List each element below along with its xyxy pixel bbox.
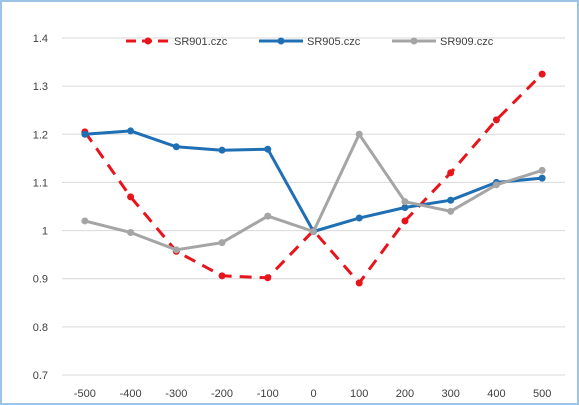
- data-point-SR905.czc: [355, 214, 363, 222]
- y-tick-label: 1.3: [33, 81, 48, 93]
- data-point-SR909.czc: [310, 228, 317, 236]
- data-point-SR905.czc: [264, 145, 272, 153]
- data-point-SR901.czc: [127, 193, 135, 201]
- legend-marker: [144, 37, 152, 45]
- series-group: [81, 70, 546, 287]
- data-point-SR909.czc: [81, 217, 89, 225]
- x-axis-ticks: -500 -400 -300 -200 -100 0 100 200 300 400 500: [74, 388, 551, 400]
- data-point-SR909.czc: [538, 166, 546, 174]
- x-tick-label: -100: [257, 388, 279, 400]
- gridlines: [62, 37, 565, 376]
- x-tick-label: 500: [533, 388, 551, 400]
- legend-marker: [277, 37, 285, 45]
- y-tick-label: 0.7: [33, 370, 48, 382]
- data-point-SR901.czc: [218, 272, 226, 280]
- x-tick-label: -500: [74, 388, 96, 400]
- y-tick-label: 1.1: [33, 177, 48, 189]
- data-point-SR909.czc: [401, 198, 409, 206]
- data-point-SR905.czc: [81, 130, 89, 138]
- data-point-SR901.czc: [355, 279, 363, 287]
- x-tick-label: -400: [120, 388, 142, 400]
- data-point-SR901.czc: [492, 116, 500, 124]
- data-point-SR909.czc: [355, 130, 363, 138]
- x-tick-label: 200: [396, 388, 414, 400]
- data-point-SR901.czc: [401, 217, 409, 225]
- data-point-SR905.czc: [218, 146, 226, 154]
- series-line-SR901.czc: [83, 73, 544, 285]
- x-tick-label: -200: [211, 388, 233, 400]
- data-point-SR901.czc: [538, 70, 546, 78]
- data-point-SR905.czc: [447, 196, 455, 204]
- y-tick-label: 1.4: [33, 33, 48, 45]
- data-point-SR905.czc: [127, 127, 135, 135]
- data-point-SR905.czc: [538, 174, 546, 182]
- y-tick-label: 1.2: [33, 129, 48, 141]
- data-point-SR905.czc: [172, 143, 180, 151]
- x-tick-label: 100: [350, 388, 368, 400]
- data-point-SR909.czc: [127, 228, 135, 236]
- legend-marker: [410, 37, 418, 45]
- data-point-SR901.czc: [264, 274, 272, 282]
- y-tick-label: 1: [42, 226, 48, 238]
- data-point-SR909.czc: [264, 212, 272, 220]
- x-tick-label: -300: [165, 388, 187, 400]
- legend-label: SR905.czc: [307, 36, 361, 48]
- y-axis-ticks: 0.7 0.8 0.9 1 1.1 1.2 1.3 1.4: [33, 33, 48, 382]
- data-point-SR909.czc: [218, 239, 226, 247]
- y-tick-label: 0.8: [33, 322, 48, 334]
- data-point-SR909.czc: [447, 207, 455, 215]
- data-point-SR909.czc: [492, 181, 500, 189]
- x-tick-label: 400: [487, 388, 505, 400]
- data-point-SR901.czc: [447, 169, 455, 177]
- y-tick-label: 0.9: [33, 274, 48, 286]
- x-tick-label: 300: [442, 388, 460, 400]
- data-point-SR905.czc: [401, 203, 409, 211]
- legend: SR901.czc SR905.czc SR909.czc: [126, 36, 494, 48]
- x-tick-label: 0: [310, 388, 316, 400]
- legend-label: SR901.czc: [174, 36, 228, 48]
- data-point-SR909.czc: [172, 246, 180, 254]
- legend-label: SR909.czc: [440, 36, 494, 48]
